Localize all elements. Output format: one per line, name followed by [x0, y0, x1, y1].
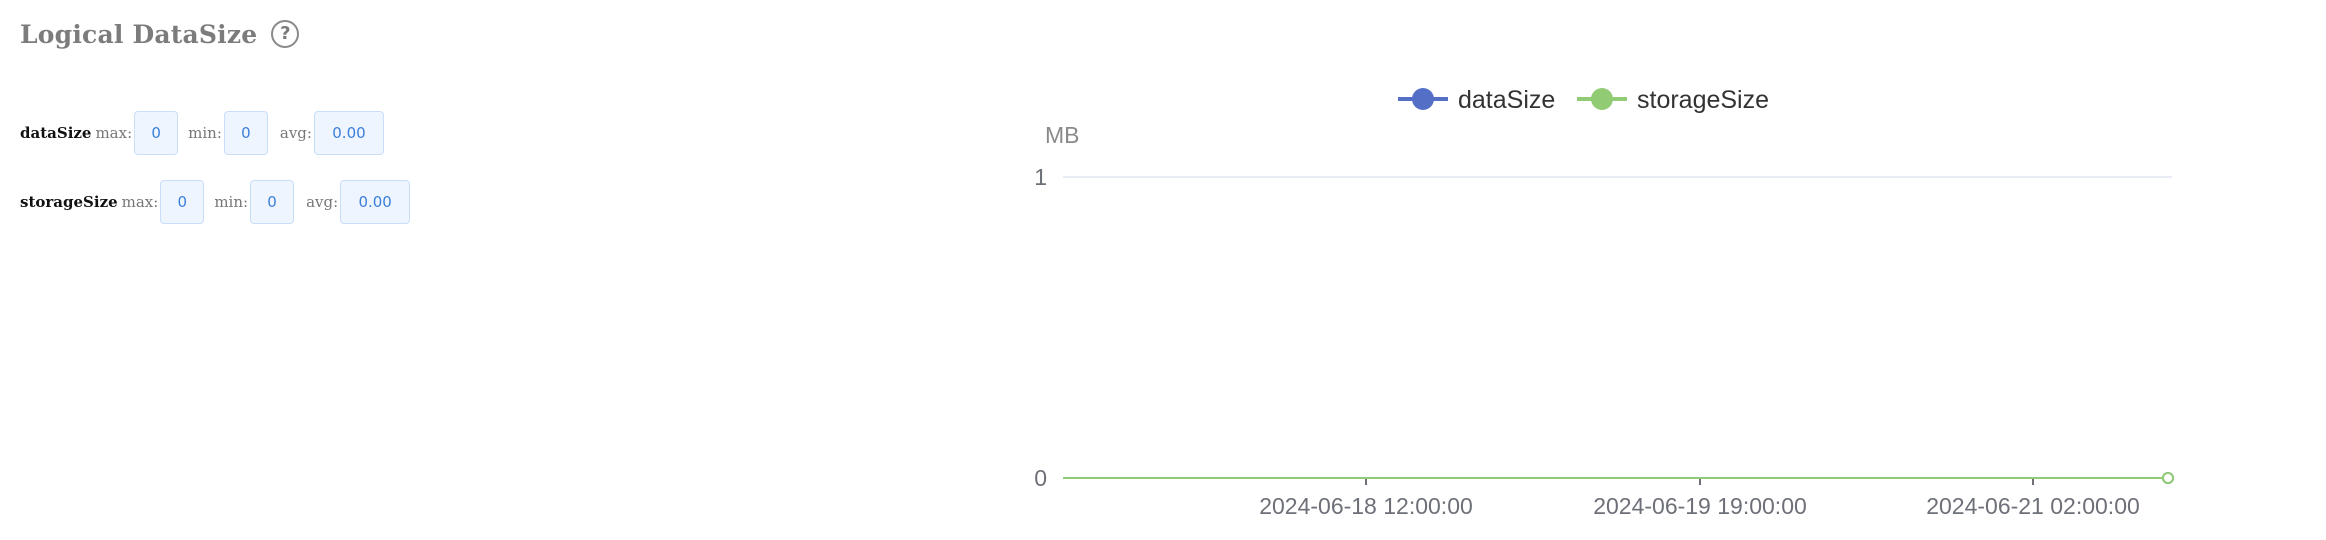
stat-row-datasize: dataSize max: 0 min: 0 avg: 0.00 [20, 110, 410, 156]
question-circle-icon[interactable]: ? [271, 20, 300, 48]
avg-label: avg: [279, 124, 312, 142]
y-tick-label: 1 [1034, 164, 1047, 190]
legend-label-storageSize: storageSize [1637, 86, 1769, 114]
y-axis-label: MB [1045, 122, 1080, 148]
panel-title: Logical DataSize [20, 19, 258, 49]
stats-summary: dataSize max: 0 min: 0 avg: 0.00 storage… [20, 110, 411, 248]
min-value: 0 [223, 111, 268, 155]
avg-value: 0.00 [340, 180, 411, 224]
min-label: min: [188, 124, 222, 142]
legend-label-dataSize: dataSize [1458, 86, 1555, 114]
x-tick-label: 2024-06-21 02:00:00 [1926, 493, 2140, 519]
metric-name: dataSize [20, 124, 92, 142]
min-value: 0 [250, 180, 295, 224]
min-label: min: [214, 193, 249, 211]
stat-row-storagesize: storageSize max: 0 min: 0 avg: 0.00 [20, 179, 411, 225]
series-point-storageSize [2162, 472, 2174, 484]
x-tick-label: 2024-06-19 19:00:00 [1593, 493, 1807, 519]
max-label: max: [121, 193, 159, 211]
panel-header: Logical DataSize ? [20, 14, 300, 54]
x-tick-label: 2024-06-18 12:00:00 [1259, 493, 1473, 519]
metric-name: storageSize [20, 193, 118, 211]
max-value: 0 [134, 111, 179, 155]
avg-value: 0.00 [313, 111, 384, 155]
y-tick-label: 0 [1034, 465, 1047, 491]
legend-marker-storageSize [1591, 88, 1613, 110]
legend-marker-dataSize [1412, 88, 1434, 110]
avg-label: avg: [306, 193, 339, 211]
max-value: 0 [160, 180, 205, 224]
max-label: max: [95, 124, 133, 142]
